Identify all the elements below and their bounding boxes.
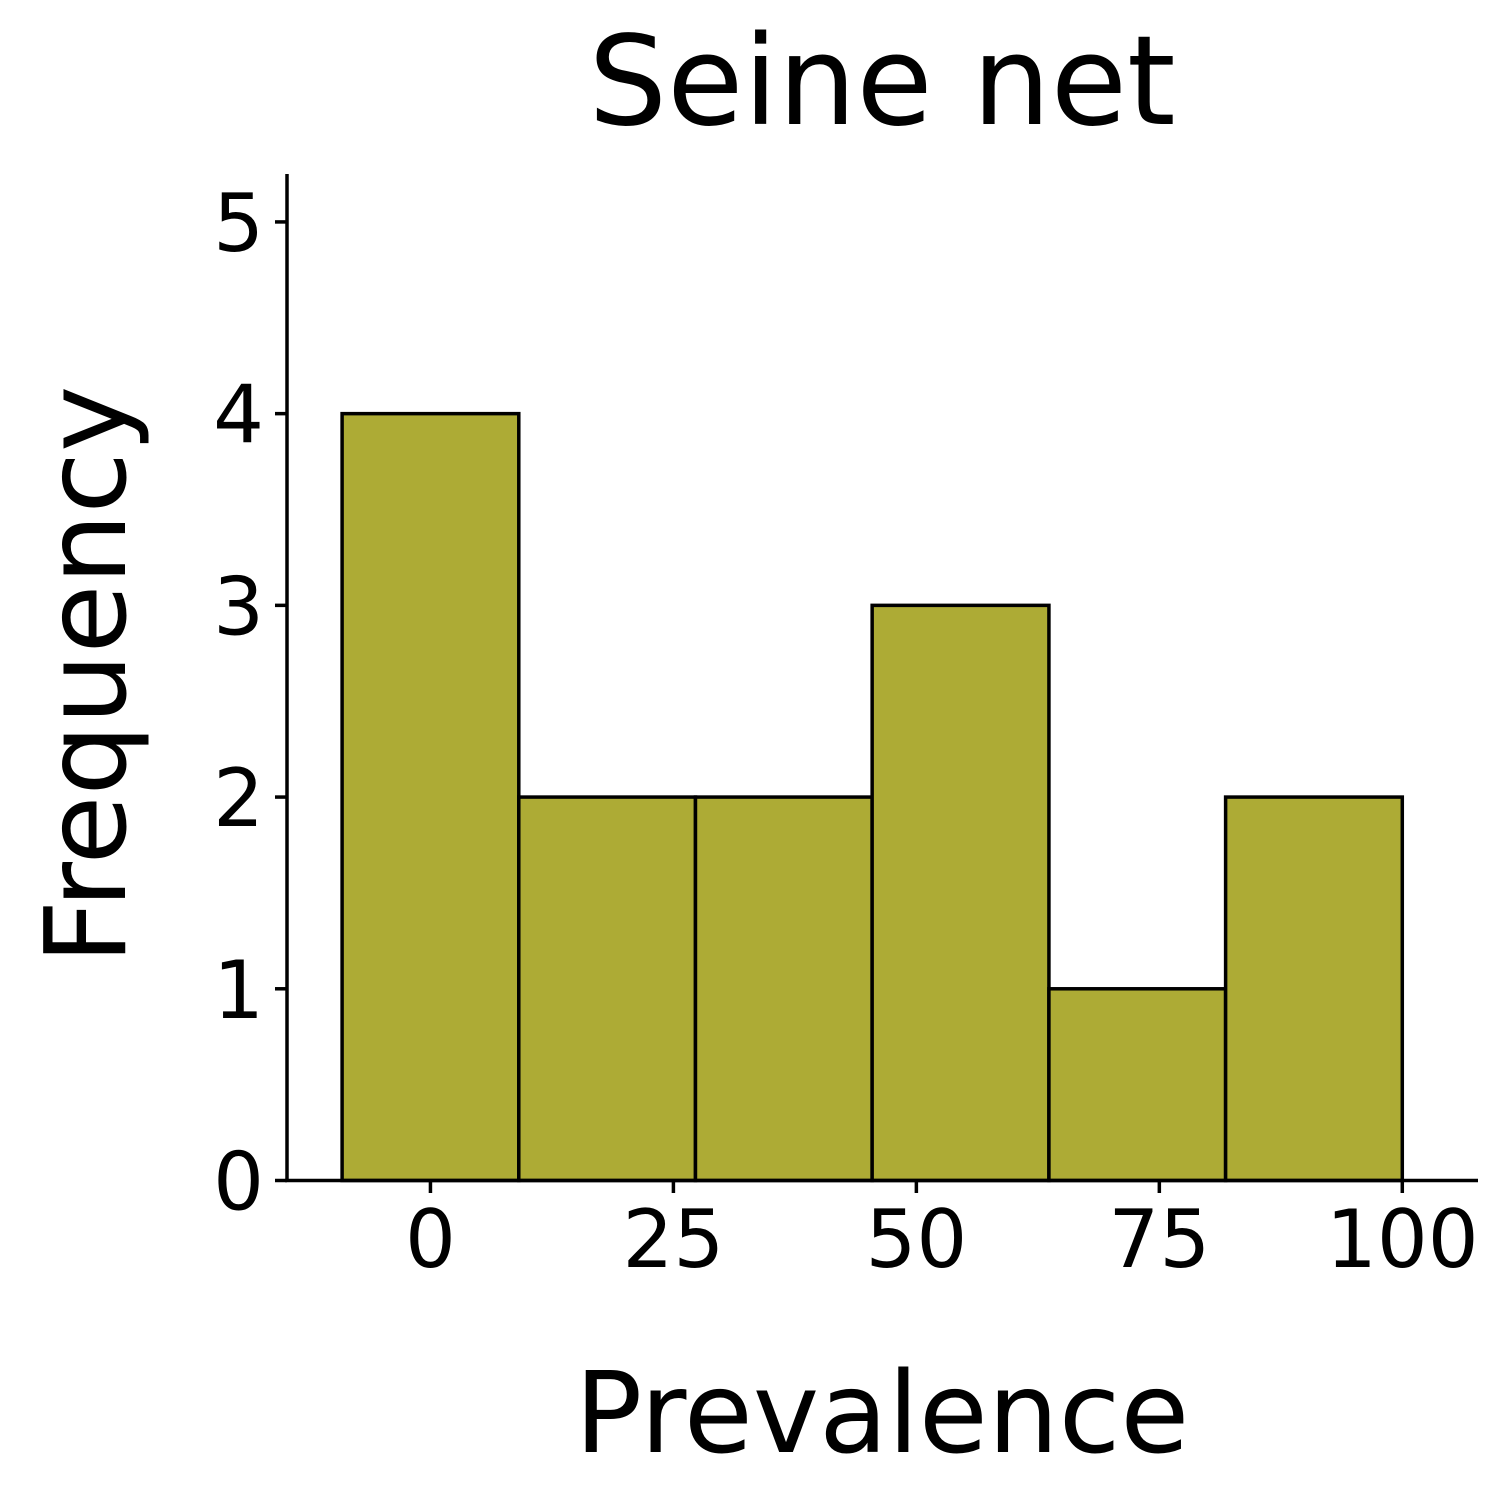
x-tick-label: 50	[865, 1193, 967, 1286]
chart-title: Seine net	[588, 10, 1175, 154]
y-tick-label: 1	[213, 944, 264, 1037]
x-axis-ticks: 0 25 50 75 100	[405, 1180, 1479, 1286]
x-axis-title: Prevalence	[575, 1349, 1189, 1479]
y-tick-label: 0	[213, 1136, 264, 1229]
y-axis-title: Frequency	[22, 386, 152, 965]
x-tick-label: 100	[1326, 1193, 1479, 1286]
x-tick-label: 25	[623, 1193, 725, 1286]
y-axis-ticks: 0 1 2 3 4 5	[213, 177, 287, 1229]
histogram-bar-3	[693, 795, 874, 1183]
histogram-bar-1	[340, 411, 521, 1183]
histogram-bar-2	[517, 795, 698, 1183]
histogram-bar-6	[1223, 795, 1405, 1183]
y-tick-label: 3	[213, 560, 264, 653]
histogram-bar-5	[1047, 987, 1228, 1183]
histogram-bar-4	[870, 603, 1051, 1183]
y-tick-label: 4	[213, 369, 264, 462]
x-tick-label: 0	[405, 1193, 456, 1286]
bars	[340, 411, 1405, 1183]
y-tick-label: 5	[213, 177, 264, 270]
x-tick-label: 75	[1108, 1193, 1210, 1286]
y-tick-label: 2	[213, 752, 264, 845]
